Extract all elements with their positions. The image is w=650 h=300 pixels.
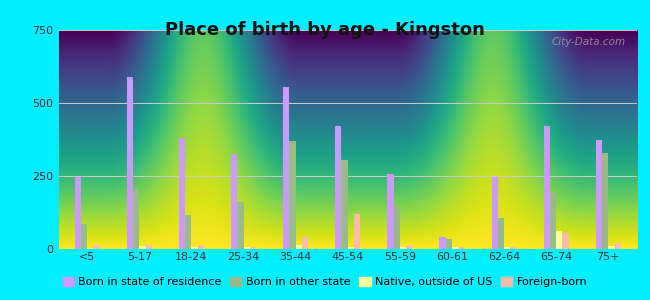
Bar bbox=[146, 245, 152, 249]
Bar bbox=[394, 207, 400, 249]
Bar bbox=[446, 239, 452, 249]
Bar bbox=[491, 178, 498, 249]
Bar bbox=[562, 233, 569, 249]
Bar bbox=[244, 247, 250, 249]
Bar bbox=[504, 247, 510, 249]
Bar bbox=[354, 214, 360, 249]
Bar bbox=[87, 248, 94, 249]
Text: Place of birth by age - Kingston: Place of birth by age - Kingston bbox=[165, 21, 485, 39]
Bar bbox=[439, 237, 446, 249]
Bar bbox=[250, 247, 256, 249]
Bar bbox=[133, 189, 139, 249]
Bar bbox=[237, 202, 244, 249]
Bar bbox=[179, 138, 185, 249]
Bar bbox=[75, 178, 81, 249]
Bar bbox=[498, 218, 504, 249]
Bar bbox=[596, 140, 602, 249]
Bar bbox=[296, 245, 302, 249]
Bar bbox=[406, 245, 412, 249]
Bar bbox=[335, 126, 341, 249]
Bar bbox=[400, 247, 406, 249]
Bar bbox=[289, 141, 296, 249]
Bar bbox=[198, 245, 204, 249]
Bar bbox=[602, 153, 608, 249]
Bar bbox=[341, 160, 348, 249]
Bar bbox=[231, 154, 237, 249]
Bar bbox=[452, 247, 458, 249]
Bar bbox=[127, 77, 133, 249]
Legend: Born in state of residence, Born in other state, Native, outside of US, Foreign-: Born in state of residence, Born in othe… bbox=[58, 272, 592, 291]
Bar bbox=[615, 243, 621, 249]
Bar bbox=[550, 192, 556, 249]
Bar bbox=[185, 215, 191, 249]
Bar bbox=[387, 174, 394, 249]
Bar bbox=[139, 246, 146, 249]
Bar bbox=[81, 224, 87, 249]
Bar bbox=[302, 237, 308, 249]
Bar bbox=[458, 247, 465, 249]
Bar bbox=[348, 247, 354, 249]
Text: City-Data.com: City-Data.com bbox=[551, 37, 625, 46]
Bar bbox=[556, 232, 562, 249]
Bar bbox=[94, 245, 99, 249]
Bar bbox=[608, 246, 615, 249]
Bar bbox=[510, 247, 517, 249]
Bar bbox=[543, 126, 550, 249]
Bar bbox=[191, 247, 198, 249]
Bar bbox=[283, 87, 289, 249]
